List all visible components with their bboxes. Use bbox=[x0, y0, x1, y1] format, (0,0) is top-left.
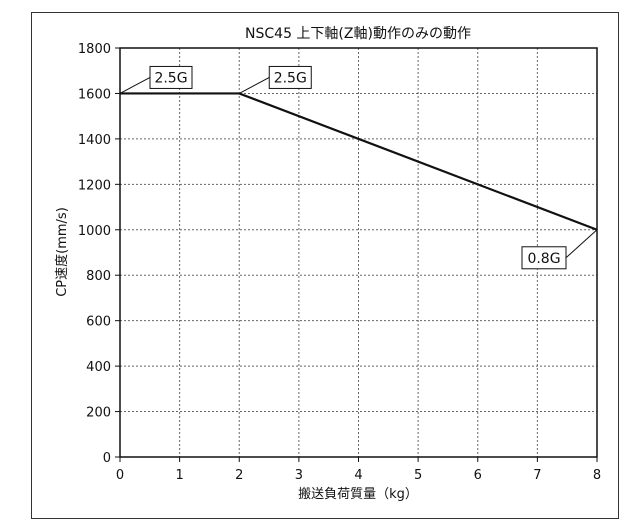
y-tick-label: 600 bbox=[86, 315, 111, 330]
x-tick-label: 5 bbox=[414, 468, 422, 483]
x-tick-label: 8 bbox=[593, 468, 601, 483]
y-axis: 0 200 400 600 800 1000 1200 1400 1600 1800 bbox=[78, 42, 120, 466]
annotation-leader bbox=[565, 229, 598, 259]
y-tick-label: 1600 bbox=[78, 87, 111, 102]
annotation-label: 2.5G bbox=[274, 70, 307, 86]
annotation-box bbox=[268, 65, 312, 89]
y-tick-label: 400 bbox=[86, 360, 111, 375]
grid bbox=[120, 48, 597, 457]
x-axis: 0 1 2 3 4 5 6 7 8 bbox=[116, 457, 601, 483]
y-axis-label: CP速度(mm/s) bbox=[54, 207, 70, 297]
x-tick-label: 4 bbox=[354, 468, 362, 483]
annotation-0: 2.5G bbox=[119, 65, 193, 94]
annotation-2: 0.8G bbox=[521, 229, 598, 270]
y-tick-label: 1000 bbox=[78, 224, 111, 239]
y-tick-label: 200 bbox=[86, 406, 111, 421]
annotation-box bbox=[521, 246, 567, 270]
y-tick-label: 1200 bbox=[78, 178, 111, 193]
x-tick-label: 3 bbox=[295, 468, 303, 483]
annotation-leader bbox=[119, 77, 151, 94]
annotation-label: 0.8G bbox=[527, 251, 560, 267]
x-tick-label: 6 bbox=[474, 468, 482, 483]
annotation-label: 2.5G bbox=[154, 70, 187, 86]
chart-frame bbox=[31, 12, 619, 519]
annotations: 2.5G 2.5G 0.8G bbox=[119, 65, 598, 270]
y-tick-label: 0 bbox=[103, 451, 111, 466]
chart-title: NSC45 上下軸(Z軸)動作のみの動作 bbox=[245, 26, 471, 42]
x-tick-label: 0 bbox=[116, 468, 124, 483]
y-tick-label: 1400 bbox=[78, 133, 111, 148]
y-tick-label: 1800 bbox=[78, 42, 111, 57]
x-tick-label: 1 bbox=[175, 468, 183, 483]
x-tick-label: 7 bbox=[533, 468, 541, 483]
x-axis-label: 搬送負荷質量（kg） bbox=[298, 487, 418, 502]
annotation-leader bbox=[239, 77, 270, 94]
y-tick-label: 800 bbox=[86, 269, 111, 284]
annotation-1: 2.5G bbox=[239, 65, 312, 94]
x-tick-label: 2 bbox=[235, 468, 243, 483]
annotation-box bbox=[149, 65, 193, 89]
